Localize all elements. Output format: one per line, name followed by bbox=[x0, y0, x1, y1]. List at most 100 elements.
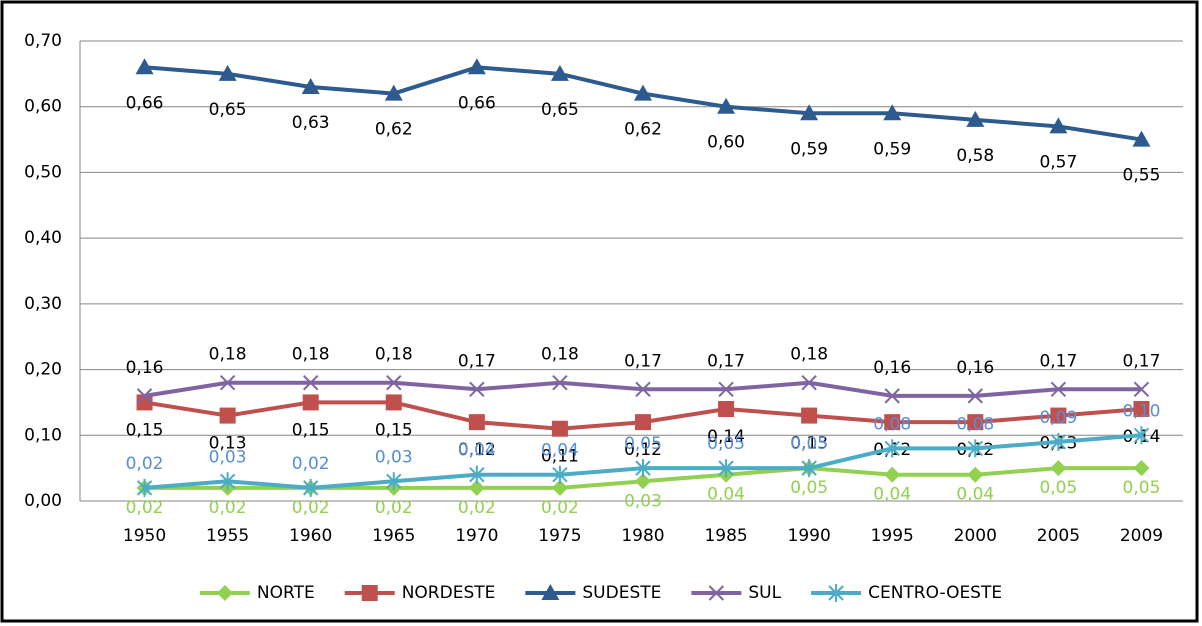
marker bbox=[219, 472, 236, 491]
marker bbox=[136, 478, 153, 497]
x-tick-label: 1970 bbox=[455, 526, 498, 546]
data-label: 0,63 bbox=[292, 113, 330, 133]
marker bbox=[552, 465, 568, 484]
marker bbox=[717, 97, 736, 114]
data-label: 0,66 bbox=[458, 93, 496, 113]
data-label: 0,17 bbox=[707, 351, 745, 371]
data-label: 0,03 bbox=[375, 447, 413, 467]
y-tick-label: 0,20 bbox=[24, 360, 62, 380]
legend-label: NORTE bbox=[257, 583, 315, 603]
data-label: 0,59 bbox=[790, 139, 828, 159]
data-label: 0,59 bbox=[873, 139, 911, 159]
marker bbox=[884, 414, 901, 431]
data-label: 0,58 bbox=[956, 146, 994, 166]
marker bbox=[385, 394, 402, 411]
marker bbox=[635, 414, 651, 431]
marker bbox=[801, 375, 817, 391]
marker bbox=[552, 375, 568, 391]
marker bbox=[635, 381, 651, 397]
data-label: 0,04 bbox=[541, 441, 579, 461]
marker bbox=[718, 381, 734, 397]
marker bbox=[550, 64, 569, 81]
legend-label: SUL bbox=[748, 583, 781, 603]
y-tick-label: 0,30 bbox=[24, 294, 62, 314]
marker bbox=[883, 104, 902, 121]
marker bbox=[718, 401, 735, 417]
marker bbox=[551, 420, 568, 437]
x-tick-label: 2009 bbox=[1120, 526, 1163, 546]
marker bbox=[468, 479, 485, 496]
data-label: 0,18 bbox=[292, 345, 330, 365]
data-label: 0,08 bbox=[873, 414, 911, 434]
marker bbox=[218, 64, 237, 81]
marker bbox=[361, 585, 378, 601]
marker bbox=[384, 84, 403, 101]
x-tick-label: 1995 bbox=[871, 526, 914, 546]
x-tick-label: 2005 bbox=[1037, 526, 1080, 546]
data-label: 0,11 bbox=[541, 447, 579, 467]
marker bbox=[884, 466, 901, 483]
data-label: 0,16 bbox=[873, 358, 911, 378]
marker bbox=[135, 58, 154, 75]
marker bbox=[635, 459, 651, 478]
marker bbox=[828, 584, 844, 602]
data-label: 0,17 bbox=[1039, 351, 1077, 371]
data-label: 0,04 bbox=[707, 485, 745, 505]
data-label: 0,15 bbox=[375, 420, 413, 440]
data-label: 0,04 bbox=[458, 441, 496, 461]
x-tick-label: 1980 bbox=[621, 526, 664, 546]
y-tick-label: 0,70 bbox=[24, 31, 62, 51]
marker bbox=[884, 439, 900, 458]
marker bbox=[967, 439, 984, 458]
marker bbox=[1133, 401, 1150, 417]
marker bbox=[967, 388, 984, 404]
series: 0,150,130,15 0,150,12 0,11 0,120,14 0,13 0,12… bbox=[126, 394, 1160, 467]
y-tick-label: 0,10 bbox=[24, 425, 62, 445]
marker bbox=[1049, 117, 1068, 134]
data-label: 0,57 bbox=[1039, 152, 1077, 172]
marker bbox=[1133, 460, 1150, 477]
data-label: 0,05 bbox=[1039, 478, 1077, 498]
data-label: 0,13 bbox=[790, 434, 828, 454]
x-tick-label: 1975 bbox=[538, 526, 581, 546]
data-label: 0,05 bbox=[1123, 478, 1161, 498]
data-label: 0,02 bbox=[541, 498, 579, 518]
data-label: 0,05 bbox=[790, 478, 828, 498]
marker bbox=[1133, 381, 1150, 397]
x-tick-label: 1990 bbox=[788, 526, 831, 546]
data-label: 0,09 bbox=[1039, 408, 1077, 428]
data-label: 0,18 bbox=[209, 345, 247, 365]
marker bbox=[468, 414, 485, 431]
data-label: 0,15 bbox=[292, 420, 330, 440]
marker bbox=[1050, 432, 1067, 451]
marker bbox=[718, 459, 734, 478]
marker bbox=[801, 407, 818, 424]
marker bbox=[967, 414, 984, 431]
marker bbox=[800, 104, 819, 121]
data-label: 0,62 bbox=[375, 120, 413, 140]
marker bbox=[301, 78, 320, 94]
data-label: 0,16 bbox=[956, 358, 994, 378]
legend-label: NORDESTE bbox=[402, 583, 496, 603]
marker bbox=[469, 465, 485, 484]
data-label: 0,65 bbox=[541, 100, 579, 120]
marker bbox=[386, 472, 402, 491]
marker bbox=[467, 58, 486, 75]
x-tick-label: 2000 bbox=[954, 526, 997, 546]
data-label: 0,08 bbox=[956, 414, 994, 434]
x-tick-label: 1960 bbox=[289, 526, 332, 546]
data-label: 0,10 bbox=[1123, 401, 1161, 421]
data-label: 0,55 bbox=[1123, 166, 1161, 186]
data-label: 0,02 bbox=[126, 454, 164, 474]
marker bbox=[635, 473, 651, 490]
marker bbox=[1133, 426, 1150, 445]
data-label: 0,02 bbox=[209, 498, 247, 518]
marker bbox=[1050, 460, 1067, 477]
x-tick-label: 1955 bbox=[206, 526, 249, 546]
x-tick-label: 1985 bbox=[704, 526, 747, 546]
data-label: 0,02 bbox=[292, 498, 330, 518]
marker bbox=[469, 381, 485, 397]
marker bbox=[966, 110, 985, 127]
data-label: 0,15 bbox=[126, 420, 164, 440]
marker bbox=[302, 394, 319, 411]
